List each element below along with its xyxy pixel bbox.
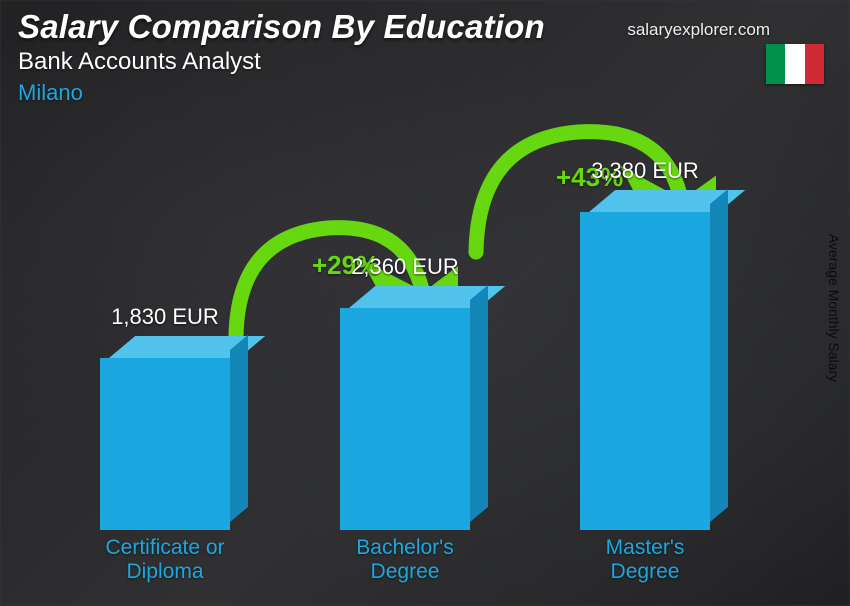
bar-2-value: 2,360 EUR [351,254,459,280]
bar-2-cat-line2: Degree [371,560,440,583]
bar-3-cat-line2: Degree [611,560,680,583]
bar-1-cat-line1: Certificate or [105,536,224,559]
watermark-text: salaryexplorer.com [627,20,770,40]
bar-3-front [580,212,710,530]
bar-2-front [340,308,470,530]
bar-2-side [470,285,488,522]
flag-icon [766,44,824,84]
bar-3-category: Master's Degree [606,536,685,584]
location-label: Milano [18,80,832,106]
bar-1 [100,358,230,530]
y-axis-label: Average Monthly Salary [826,234,842,382]
infographic-container: Salary Comparison By Education Bank Acco… [0,0,850,606]
bar-2-cat-line1: Bachelor's [356,536,453,559]
flag-stripe-2 [785,44,804,84]
flag-stripe-3 [805,44,824,84]
bar-3-side [710,189,728,522]
flag-stripe-1 [766,44,785,84]
bar-chart: +29% +43% 1,830 EUR Certificate or Diplo… [60,114,760,584]
bar-3-value: 3,380 EUR [591,158,699,184]
bar-3-cat-line1: Master's [606,536,685,559]
bar-1-side [230,335,248,522]
bar-1-value: 1,830 EUR [111,304,219,330]
bar-1-category: Certificate or Diploma [105,536,224,584]
bar-2-category: Bachelor's Degree [356,536,453,584]
bar-3 [580,212,710,530]
bar-1-cat-line2: Diploma [126,560,203,583]
bar-1-front [100,358,230,530]
job-subtitle: Bank Accounts Analyst [18,48,832,76]
bar-2 [340,308,470,530]
